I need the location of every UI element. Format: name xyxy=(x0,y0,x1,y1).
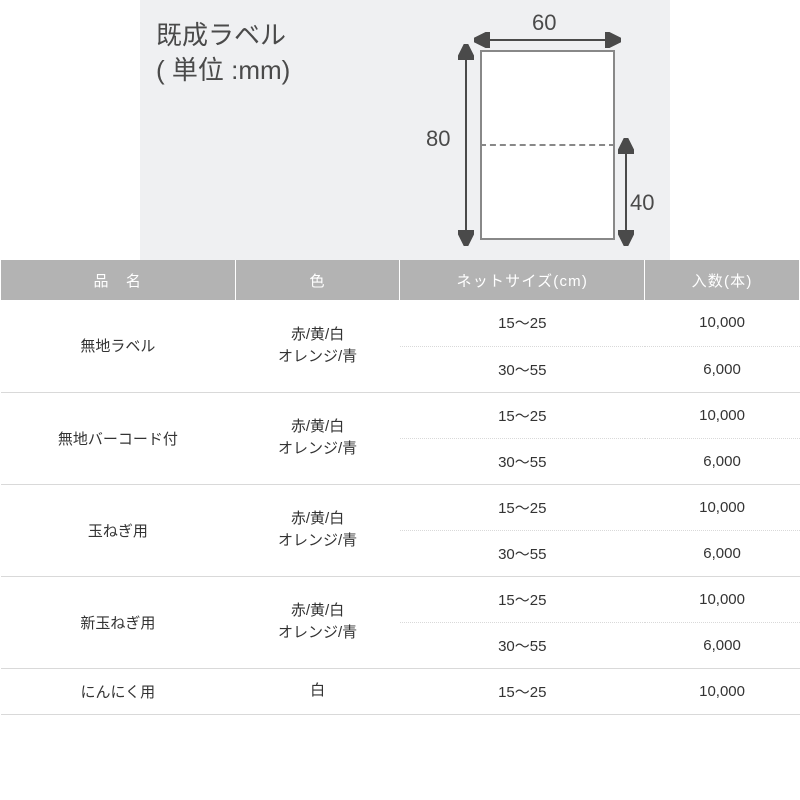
cell-qty: 6,000 xyxy=(645,346,800,392)
table-row: 無地ラベル赤/黄/白オレンジ/青15～2510,000 xyxy=(1,300,800,346)
label-spec-table: 品 名 色 ネットサイズ(cm) 入数(本) 無地ラベル赤/黄/白オレンジ/青1… xyxy=(0,260,800,715)
cell-size: 15～25 xyxy=(400,668,645,714)
table-row: 玉ねぎ用赤/黄/白オレンジ/青15～2510,000 xyxy=(1,484,800,530)
col-qty: 入数(本) xyxy=(645,260,800,300)
col-name: 品 名 xyxy=(1,260,236,300)
cell-qty: 6,000 xyxy=(645,622,800,668)
cell-qty: 10,000 xyxy=(645,300,800,346)
cell-qty: 10,000 xyxy=(645,484,800,530)
cell-color: 赤/黄/白オレンジ/青 xyxy=(235,392,400,484)
cell-size: 15～25 xyxy=(400,484,645,530)
cell-color: 赤/黄/白オレンジ/青 xyxy=(235,300,400,392)
cell-size: 15～25 xyxy=(400,392,645,438)
cell-size: 30～55 xyxy=(400,530,645,576)
table-row: 無地バーコード付赤/黄/白オレンジ/青15～2510,000 xyxy=(1,392,800,438)
cell-name: 玉ねぎ用 xyxy=(1,484,236,576)
cell-color: 白 xyxy=(235,668,400,714)
cell-name: 無地ラベル xyxy=(1,300,236,392)
cell-qty: 10,000 xyxy=(645,392,800,438)
col-size: ネットサイズ(cm) xyxy=(400,260,645,300)
cell-qty: 10,000 xyxy=(645,668,800,714)
cell-name: にんにく用 xyxy=(1,668,236,714)
cell-qty: 6,000 xyxy=(645,438,800,484)
cell-name: 無地バーコード付 xyxy=(1,392,236,484)
cell-size: 30～55 xyxy=(400,438,645,484)
cell-qty: 6,000 xyxy=(645,530,800,576)
cell-size: 30～55 xyxy=(400,346,645,392)
cell-color: 赤/黄/白オレンジ/青 xyxy=(235,484,400,576)
label-dimension-diagram: 既成ラベル ( 単位 :mm) 60 80 40 xyxy=(140,0,670,260)
cell-size: 15～25 xyxy=(400,300,645,346)
cell-name: 新玉ねぎ用 xyxy=(1,576,236,668)
cell-qty: 10,000 xyxy=(645,576,800,622)
dimension-arrows xyxy=(140,0,670,260)
table-row: 新玉ねぎ用赤/黄/白オレンジ/青15～2510,000 xyxy=(1,576,800,622)
cell-size: 30～55 xyxy=(400,622,645,668)
table-row: にんにく用白15～2510,000 xyxy=(1,668,800,714)
col-color: 色 xyxy=(235,260,400,300)
cell-size: 15～25 xyxy=(400,576,645,622)
table-header-row: 品 名 色 ネットサイズ(cm) 入数(本) xyxy=(1,260,800,300)
cell-color: 赤/黄/白オレンジ/青 xyxy=(235,576,400,668)
